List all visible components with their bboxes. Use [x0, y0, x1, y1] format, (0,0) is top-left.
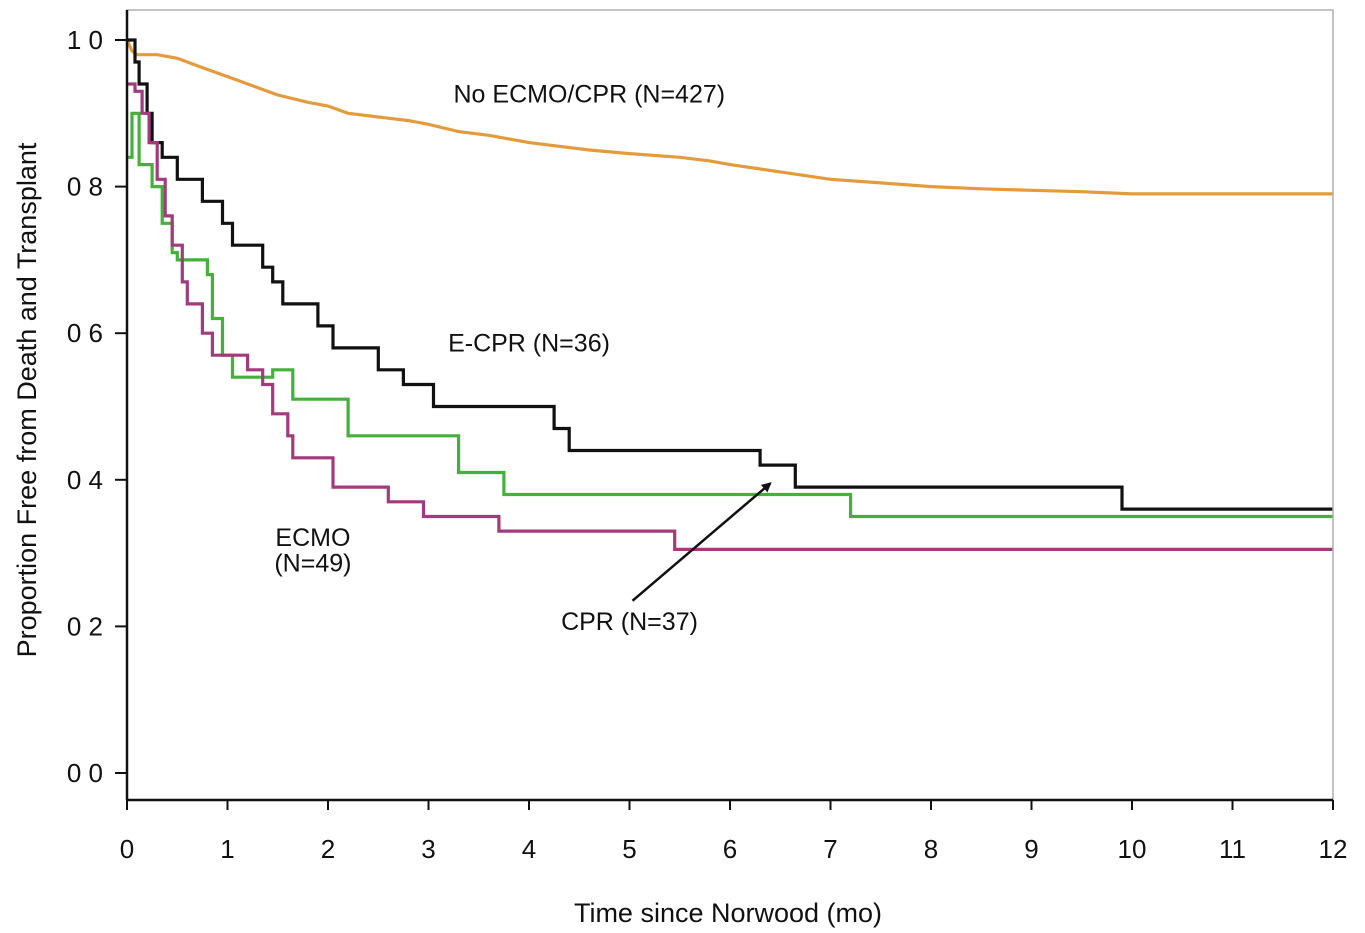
- x-tick-label: 10: [1118, 834, 1147, 864]
- series-line-cpr-n-37: [127, 111, 1333, 519]
- y-tick-label: 0 2: [67, 611, 103, 641]
- x-ticks: 0 1 2 3 4 5 6 7 8 9 10 11 12: [120, 800, 1348, 864]
- annotations: No ECMO/CPR (N=427) E-CPR (N=36) ECMO(N=49…: [274, 80, 772, 636]
- x-tick-label: 6: [723, 834, 737, 864]
- series-layer: [125, 38, 1333, 551]
- x-axis-title: Time since Norwood (mo): [574, 898, 882, 928]
- x-tick-label: 2: [321, 834, 335, 864]
- x-tick-label: 5: [622, 834, 636, 864]
- y-ticks: 0 0 0 2 0 4 0 6 0 8 1 0: [67, 25, 127, 788]
- x-tick-label: 8: [924, 834, 938, 864]
- x-tick-label: 12: [1319, 834, 1348, 864]
- series-label: (N=49): [274, 549, 351, 577]
- plot-frame: [126, 9, 1334, 801]
- y-tick-label: 0 4: [67, 465, 103, 495]
- y-tick-label: 0 6: [67, 318, 103, 348]
- x-tick-label: 0: [120, 834, 134, 864]
- series-label: E-CPR (N=36): [448, 330, 610, 358]
- series-label: No ECMO/CPR (N=427): [453, 80, 725, 108]
- y-tick-label: 0 0: [67, 758, 103, 788]
- x-tick-label: 3: [421, 834, 435, 864]
- cpr-arrow: [631, 482, 772, 602]
- x-tick-label: 7: [823, 834, 837, 864]
- y-tick-label: 1 0: [67, 25, 103, 55]
- series-line-ecmo-n-49: [127, 82, 1333, 551]
- series-line-e-cpr-n-36: [127, 38, 1333, 511]
- x-tick-label: 9: [1024, 834, 1038, 864]
- series-label: CPR (N=37): [561, 608, 698, 636]
- x-tick-label: 11: [1219, 834, 1246, 864]
- y-tick-label: 0 8: [67, 172, 103, 202]
- series-label: ECMO: [275, 524, 350, 552]
- x-tick-label: 4: [522, 834, 536, 864]
- axes: 0 1 2 3 4 5 6 7 8 9 10 11 12 0 00 20 40 60 81 0: [67, 9, 1348, 864]
- series-line-no-ecmo-cpr-n-427: [125, 39, 1333, 196]
- y-axis-title: Proportion Free from Death and Transplan…: [12, 142, 42, 657]
- x-tick-label: 1: [220, 834, 234, 864]
